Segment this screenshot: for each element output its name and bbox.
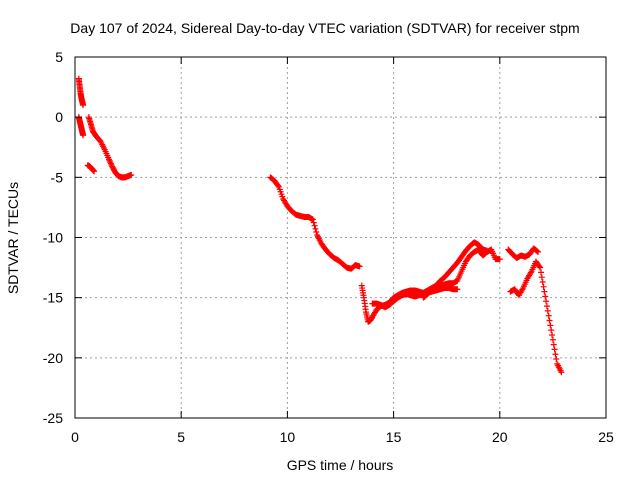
- data-point: [549, 331, 556, 338]
- y-tick-label: -25: [43, 410, 63, 426]
- data-point: [548, 327, 555, 334]
- data-point: [543, 298, 550, 305]
- data-point: [309, 216, 316, 223]
- x-tick-label: 25: [598, 429, 614, 445]
- data-point: [454, 286, 461, 293]
- data-point: [558, 369, 565, 376]
- grid: [75, 57, 606, 418]
- data-point: [549, 336, 556, 343]
- data-point: [543, 303, 550, 310]
- data-point: [542, 293, 549, 300]
- data-point: [541, 288, 548, 295]
- data-point: [484, 247, 491, 254]
- y-tick-label: -15: [43, 290, 63, 306]
- data-points: [75, 75, 565, 376]
- x-tick-label: 20: [492, 429, 508, 445]
- data-point: [80, 132, 87, 139]
- data-point: [539, 279, 546, 286]
- data-point: [356, 263, 363, 270]
- data-point: [128, 171, 135, 178]
- data-point: [540, 283, 547, 290]
- data-point: [80, 102, 87, 109]
- data-point: [536, 263, 543, 270]
- data-point: [91, 168, 98, 175]
- y-tick-label: 5: [55, 49, 63, 65]
- data-point: [545, 312, 552, 319]
- data-point: [551, 346, 558, 353]
- data-point: [553, 356, 560, 363]
- data-point: [550, 341, 557, 348]
- y-tick-label: -20: [43, 350, 63, 366]
- data-point: [312, 225, 319, 232]
- data-point: [311, 222, 318, 229]
- data-point: [534, 248, 541, 255]
- data-point: [547, 322, 554, 329]
- data-point: [275, 182, 282, 189]
- y-tick-label: 0: [55, 109, 63, 125]
- data-point: [546, 317, 553, 324]
- chart-title: Day 107 of 2024, Sidereal Day-to-day VTE…: [70, 20, 579, 36]
- y-axis-label: SDTVAR / TECUs: [5, 182, 21, 294]
- data-point: [538, 269, 545, 276]
- data-point: [544, 307, 551, 314]
- x-tick-label: 15: [386, 429, 402, 445]
- x-tick-label: 10: [280, 429, 296, 445]
- data-point: [496, 256, 503, 263]
- y-tick-label: -10: [43, 230, 63, 246]
- data-point: [552, 351, 559, 358]
- x-axis-label: GPS time / hours: [287, 457, 394, 473]
- data-point: [538, 274, 545, 281]
- y-tick-label: -5: [51, 169, 64, 185]
- data-point: [310, 219, 317, 226]
- data-point: [535, 248, 542, 255]
- x-tick-label: 0: [71, 429, 79, 445]
- x-tick-label: 5: [177, 429, 185, 445]
- data-point: [537, 264, 544, 271]
- data-point: [313, 228, 320, 235]
- ticks: 0 5 10 15 20 25 5 0 -5 -10 -15 -20 -25: [43, 49, 614, 445]
